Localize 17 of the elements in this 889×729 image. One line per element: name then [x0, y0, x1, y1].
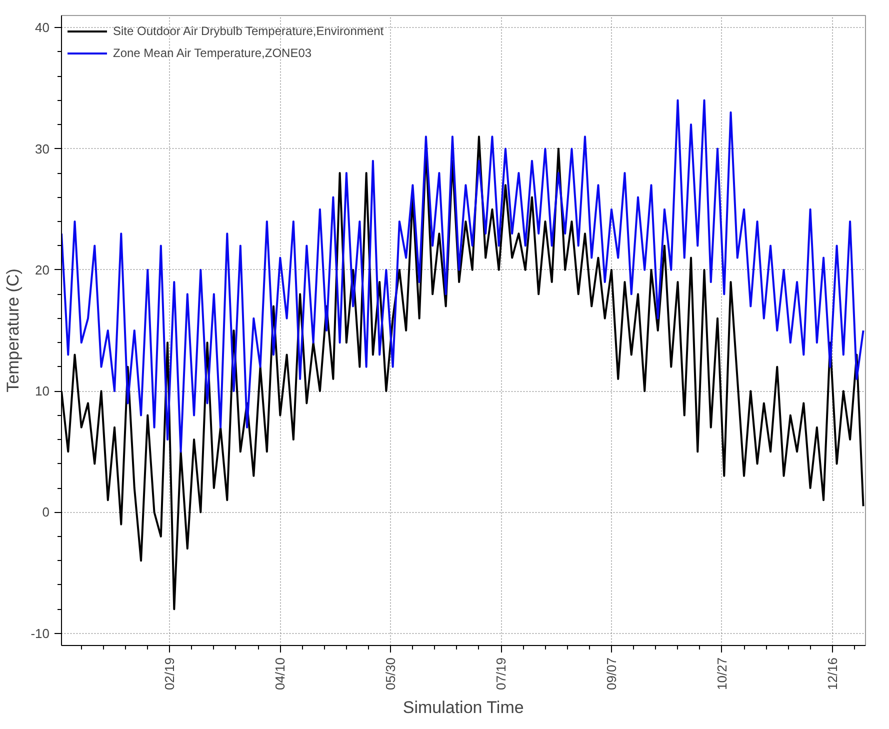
x-tick-label: 10/27	[714, 657, 730, 690]
y-tick-label: 0	[42, 504, 50, 520]
x-axis-title: Simulation Time	[402, 698, 524, 718]
x-tick-label: 04/10	[272, 657, 288, 690]
y-axis-title: Temperature (C)	[4, 268, 23, 392]
legend-label: Site Outdoor Air Drybulb Temperature,Environment	[113, 24, 384, 38]
x-tick-label: 09/07	[604, 657, 619, 690]
x-tick-label: 12/16	[824, 657, 840, 690]
y-tick-label: 10	[35, 384, 50, 399]
y-tick-label: 40	[35, 20, 50, 36]
y-tick-label: 30	[35, 141, 50, 156]
y-tick-label: 20	[35, 262, 50, 278]
x-tick-label: 05/30	[383, 657, 398, 690]
x-tick-label: 07/19	[494, 657, 509, 690]
legend-label: Zone Mean Air Temperature,ZONE03	[113, 46, 312, 60]
x-tick-label: 02/19	[162, 657, 178, 690]
y-tick-label: -10	[30, 626, 50, 641]
